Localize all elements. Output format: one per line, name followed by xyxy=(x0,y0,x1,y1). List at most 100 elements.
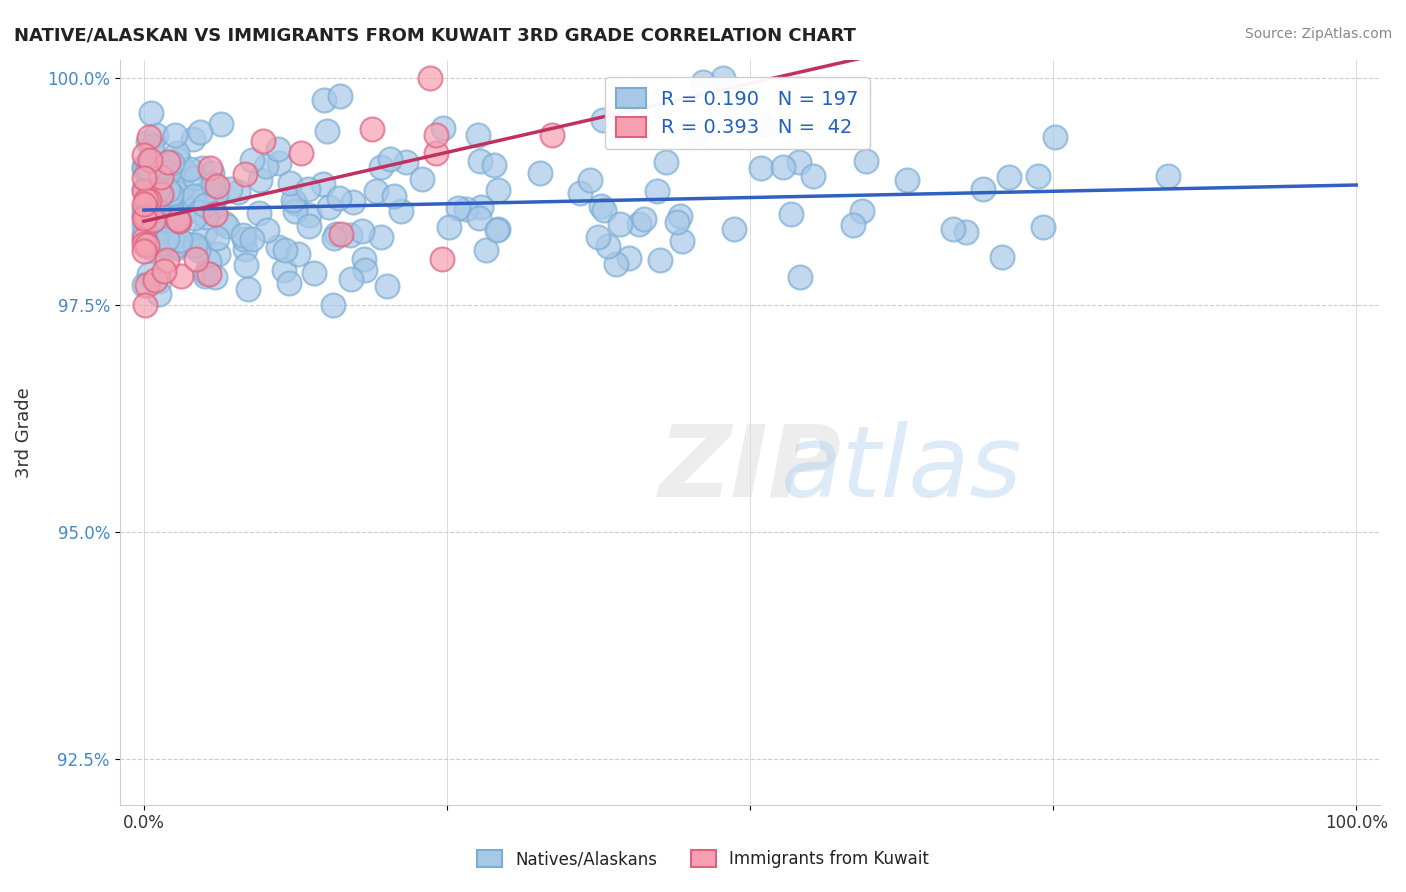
Point xyxy=(219,182,242,196)
Point xyxy=(150,169,173,184)
Point xyxy=(191,161,214,175)
Point xyxy=(170,180,193,194)
Point xyxy=(627,218,650,232)
Point xyxy=(290,146,312,161)
Point xyxy=(238,282,260,296)
Point xyxy=(132,148,155,162)
Point xyxy=(323,231,346,245)
Point xyxy=(671,234,693,248)
Point xyxy=(135,239,157,253)
Point xyxy=(233,167,256,181)
Point xyxy=(297,208,319,222)
Point xyxy=(159,195,181,210)
Point xyxy=(370,229,392,244)
Point xyxy=(177,237,200,252)
Point xyxy=(605,257,627,271)
Point xyxy=(142,212,165,227)
Point xyxy=(207,246,229,260)
Point xyxy=(160,156,183,170)
Point xyxy=(411,172,433,186)
Point xyxy=(170,268,193,283)
Point xyxy=(148,202,170,217)
Point xyxy=(191,187,214,202)
Point xyxy=(780,207,803,221)
Point xyxy=(425,146,447,161)
Point xyxy=(167,213,190,227)
Point xyxy=(167,214,190,228)
Point xyxy=(157,165,180,179)
Point xyxy=(588,230,610,244)
Point xyxy=(340,271,363,285)
Point xyxy=(170,197,193,211)
Point xyxy=(540,128,562,143)
Point xyxy=(325,227,347,242)
Point xyxy=(132,244,155,258)
Point xyxy=(315,124,337,138)
Point xyxy=(226,185,249,199)
Point xyxy=(955,225,977,239)
Point xyxy=(181,132,204,146)
Point xyxy=(467,128,489,143)
Point xyxy=(188,242,211,256)
Point xyxy=(132,232,155,246)
Point xyxy=(437,219,460,234)
Point xyxy=(256,222,278,236)
Point xyxy=(232,227,254,242)
Point xyxy=(240,153,263,167)
Point xyxy=(751,161,773,175)
Point xyxy=(787,155,810,169)
Point xyxy=(132,202,155,217)
Point xyxy=(194,225,217,239)
Point xyxy=(132,237,155,252)
Point xyxy=(153,264,176,278)
Point xyxy=(143,219,166,234)
Point xyxy=(342,194,364,209)
Point xyxy=(214,216,236,230)
Point xyxy=(318,200,340,214)
Point xyxy=(666,215,689,229)
Point xyxy=(419,70,441,85)
Point xyxy=(152,235,174,250)
Point xyxy=(350,224,373,238)
Text: ZIP: ZIP xyxy=(658,421,842,518)
Point xyxy=(132,219,155,233)
Point xyxy=(432,120,454,135)
Point xyxy=(156,183,179,197)
Point xyxy=(486,221,509,235)
Point xyxy=(136,237,159,252)
Point xyxy=(194,198,217,212)
Point xyxy=(266,240,288,254)
Point xyxy=(364,184,387,198)
Point xyxy=(132,161,155,176)
Point xyxy=(146,219,169,233)
Point xyxy=(486,223,509,237)
Point xyxy=(233,232,256,246)
Point xyxy=(204,191,226,205)
Point xyxy=(283,193,305,207)
Point xyxy=(141,145,163,159)
Y-axis label: 3rd Grade: 3rd Grade xyxy=(15,387,32,477)
Point xyxy=(165,186,187,200)
Point xyxy=(284,203,307,218)
Point xyxy=(134,227,156,241)
Point xyxy=(132,185,155,199)
Point xyxy=(353,252,375,266)
Point xyxy=(312,177,335,191)
Text: Source: ZipAtlas.com: Source: ZipAtlas.com xyxy=(1244,27,1392,41)
Point xyxy=(609,217,631,231)
Point xyxy=(382,188,405,202)
Point xyxy=(298,219,321,233)
Point xyxy=(153,209,176,223)
Point xyxy=(135,178,157,193)
Point xyxy=(184,237,207,252)
Point xyxy=(1026,169,1049,184)
Point xyxy=(633,211,655,226)
Point xyxy=(688,125,710,139)
Point xyxy=(187,244,209,258)
Point xyxy=(855,154,877,169)
Point xyxy=(209,117,232,131)
Point xyxy=(284,196,307,211)
Point xyxy=(132,211,155,226)
Point xyxy=(205,187,228,202)
Point xyxy=(184,171,207,186)
